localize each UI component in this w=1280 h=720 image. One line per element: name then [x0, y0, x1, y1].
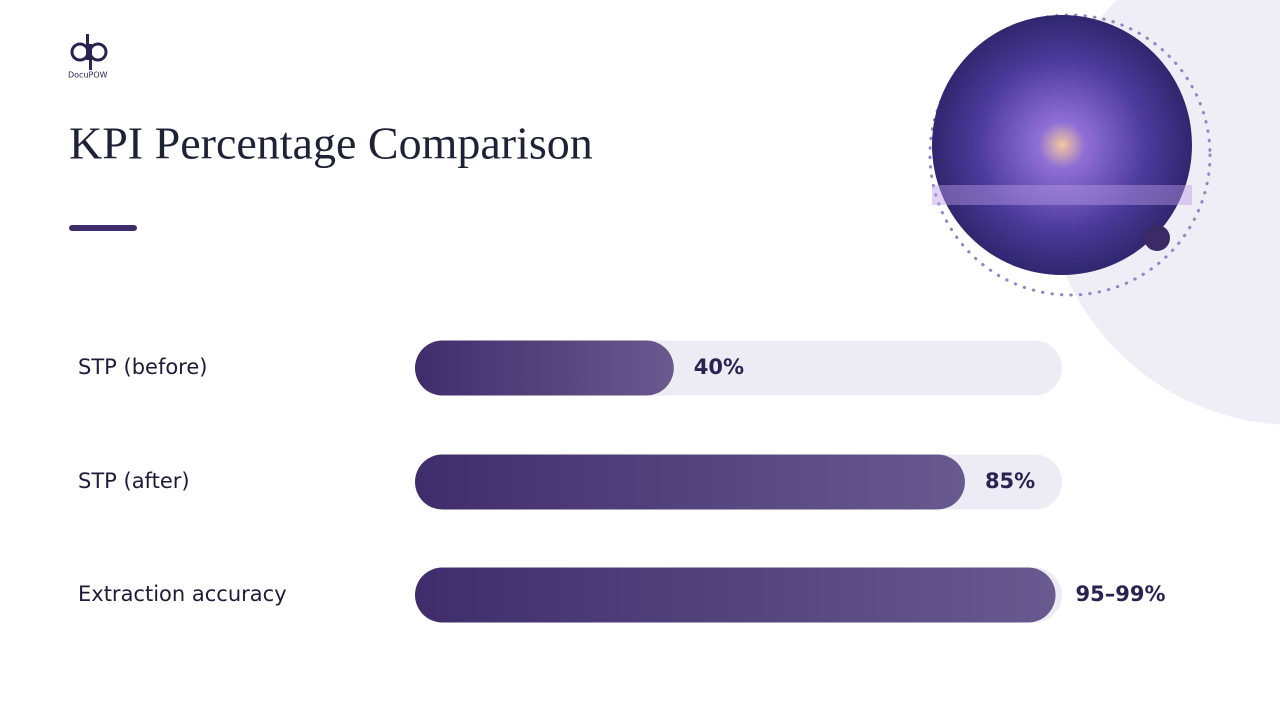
hero-light — [932, 185, 1192, 205]
bar — [415, 567, 1056, 623]
value-label: 40% — [694, 355, 744, 379]
hero-image — [932, 15, 1192, 275]
bar — [415, 340, 674, 396]
logo-mark — [86, 34, 89, 60]
category-label: Extraction accuracy — [78, 582, 287, 606]
bar — [415, 454, 965, 510]
chart-title: KPI Percentage Comparison — [69, 118, 593, 169]
logo-mark — [70, 42, 90, 62]
category-label: STP (before) — [78, 355, 207, 379]
value-label: 85% — [985, 469, 1035, 493]
logo: DocuPOW — [68, 34, 108, 80]
dotted-ring — [928, 13, 1212, 297]
logo-mark — [88, 42, 108, 62]
brand-name: DocuPOW — [68, 71, 108, 80]
logo-mark — [89, 44, 92, 70]
decor-dot — [1144, 225, 1170, 251]
title-underline — [69, 225, 137, 231]
category-label: STP (after) — [78, 469, 190, 493]
value-label: 95–99% — [1076, 582, 1166, 606]
